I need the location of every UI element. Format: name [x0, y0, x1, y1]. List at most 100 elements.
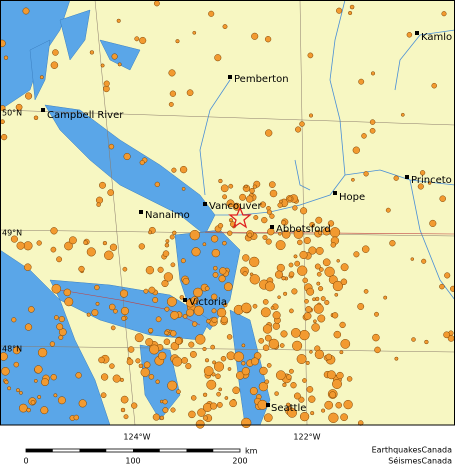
earthquake-dot — [37, 347, 48, 358]
earthquake-dot — [304, 298, 309, 304]
earthquake-dot — [204, 358, 210, 363]
earthquake-dot — [131, 402, 138, 409]
earthquake-dot — [120, 395, 129, 404]
earthquake-dot — [172, 356, 183, 367]
earthquake-dot — [202, 346, 207, 352]
earthquake-dot — [421, 258, 427, 264]
earthquake-dot — [439, 195, 446, 202]
earthquake-dot — [182, 313, 188, 319]
earthquake-dot — [223, 282, 233, 292]
earthquake-dot — [264, 281, 275, 292]
earthquake-dot — [306, 287, 315, 296]
earthquake-dot — [263, 413, 273, 423]
earthquake-dot — [206, 379, 217, 390]
earthquake-dot — [259, 201, 267, 208]
earthquake-dot — [28, 306, 35, 313]
earthquake-dot — [211, 308, 217, 314]
earthquake-dot — [22, 7, 30, 15]
earthquake-dot — [302, 277, 308, 284]
earthquake-dot — [340, 278, 348, 286]
earthquake-dot — [424, 339, 429, 345]
earthquake-dot — [252, 303, 258, 309]
earthquake-dot — [134, 36, 140, 42]
earthquake-dot — [339, 350, 344, 355]
earthquake-dot — [170, 262, 176, 268]
earthquake-dot — [162, 250, 170, 257]
scale-segment — [133, 449, 160, 452]
earthquake-dot — [168, 69, 176, 77]
earthquake-dot — [286, 374, 292, 380]
earthquake-dot — [297, 239, 303, 246]
earthquake-dot — [389, 240, 396, 247]
city-label: Pemberton — [234, 74, 289, 85]
scale-label: 100 — [125, 457, 140, 466]
earthquake-dot — [54, 315, 59, 320]
earthquake-dot — [211, 248, 220, 258]
earthquake-dot — [288, 262, 294, 268]
earthquake-dot — [324, 266, 335, 277]
earthquake-dot — [218, 275, 226, 283]
city-marker — [333, 191, 337, 195]
earthquake-dot — [16, 388, 20, 393]
earthquake-dot — [329, 227, 341, 238]
earthquake-dot — [394, 356, 399, 361]
earthquake-dot — [26, 407, 31, 413]
earthquake-dot — [309, 350, 313, 354]
earthquake-dot — [75, 372, 82, 379]
earthquake-dot — [247, 232, 253, 238]
earthquake-dot — [216, 391, 221, 397]
earthquake-dot — [168, 101, 174, 107]
earthquake-dot — [143, 361, 151, 369]
earthquake-dot — [123, 152, 131, 161]
earthquake-dot — [169, 234, 175, 240]
earthquake-dot — [140, 367, 150, 377]
earthquake-dot — [322, 258, 331, 267]
earthquake-dot — [336, 259, 340, 263]
earthquake-dot — [343, 399, 353, 410]
credit: SéismesCanada — [388, 456, 452, 466]
earthquake-dot — [400, 112, 405, 117]
city-marker — [203, 202, 207, 206]
river — [199, 79, 231, 196]
earthquake-dot — [287, 196, 293, 202]
latitude-label: 48°N — [2, 345, 22, 354]
earthquake-dot — [261, 216, 268, 224]
city-label: Vancouver — [209, 201, 263, 212]
earthquake-dot — [241, 302, 252, 313]
earthquake-dot — [100, 63, 105, 68]
earthquake-dot — [169, 90, 177, 97]
earthquake-dot — [303, 236, 311, 245]
earthquake-dot — [276, 263, 285, 272]
epicentre-star — [228, 206, 252, 229]
earthquake-dot — [346, 376, 353, 382]
earthquake-dot — [210, 344, 216, 350]
earthquake-dot — [189, 229, 200, 241]
earthquake-dot — [73, 414, 80, 421]
earthquake-dot — [192, 30, 197, 35]
earthquake-dot — [358, 78, 365, 85]
earthquake-dot — [217, 223, 224, 229]
earthquake-dot — [427, 181, 432, 185]
earthquake-dot — [165, 239, 170, 244]
earthquake-dot — [170, 311, 179, 320]
earthquake-dot — [298, 396, 305, 403]
river — [394, 29, 455, 91]
earthquake-dot — [100, 373, 109, 381]
earthquake-dot — [340, 339, 351, 349]
earthquake-dot — [158, 351, 167, 361]
earthquake-dot — [190, 395, 197, 401]
earthquake-dot — [138, 243, 145, 250]
earthquake-dot — [3, 55, 9, 60]
earthquake-dot — [195, 419, 205, 429]
earthquake-dot — [357, 303, 365, 310]
earthquake-dot — [18, 403, 28, 413]
earthquakes — [0, 0, 455, 429]
earthquake-dot — [315, 246, 324, 255]
earthquake-dot — [313, 303, 324, 314]
earthquake-dot — [122, 266, 128, 272]
earthquake-dot — [4, 379, 9, 385]
earthquake-dot — [103, 80, 110, 87]
earthquake-dot — [272, 322, 280, 330]
earthquake-dot — [0, 352, 8, 361]
earthquake-dot — [149, 344, 160, 355]
